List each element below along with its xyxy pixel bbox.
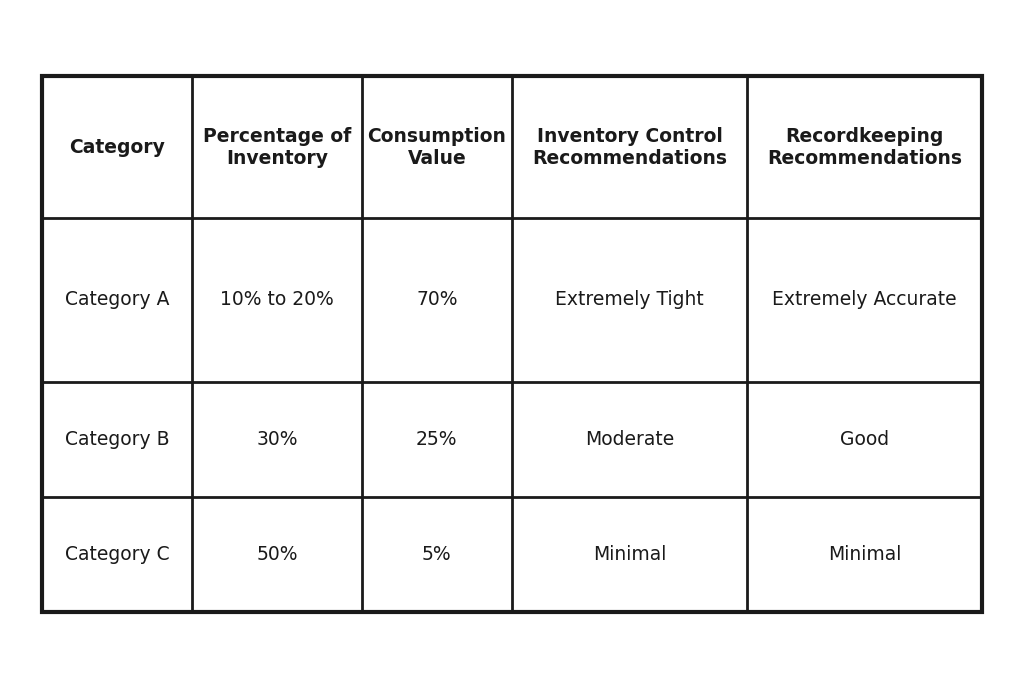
Text: 5%: 5% [422,545,452,564]
Text: Recordkeeping
Recommendations: Recordkeeping Recommendations [767,127,962,167]
Bar [42,76,982,612]
Text: Good: Good [840,430,889,448]
Text: 70%: 70% [416,290,458,309]
Text: Consumption
Value: Consumption Value [368,127,506,167]
Text: Category A: Category A [65,290,169,309]
Text: 10% to 20%: 10% to 20% [220,290,334,309]
Text: Category C: Category C [65,545,170,564]
Text: 30%: 30% [256,430,298,448]
Text: Percentage of
Inventory: Percentage of Inventory [203,127,351,167]
Text: Inventory Control
Recommendations: Inventory Control Recommendations [532,127,727,167]
Text: Extremely Tight: Extremely Tight [555,290,703,309]
Text: Category B: Category B [65,430,170,448]
Text: 50%: 50% [256,545,298,564]
Text: Extremely Accurate: Extremely Accurate [772,290,956,309]
Text: Moderate: Moderate [585,430,674,448]
Text: Minimal: Minimal [827,545,901,564]
Text: Minimal: Minimal [593,545,667,564]
Text: Category: Category [70,138,165,156]
Text: 25%: 25% [416,430,458,448]
